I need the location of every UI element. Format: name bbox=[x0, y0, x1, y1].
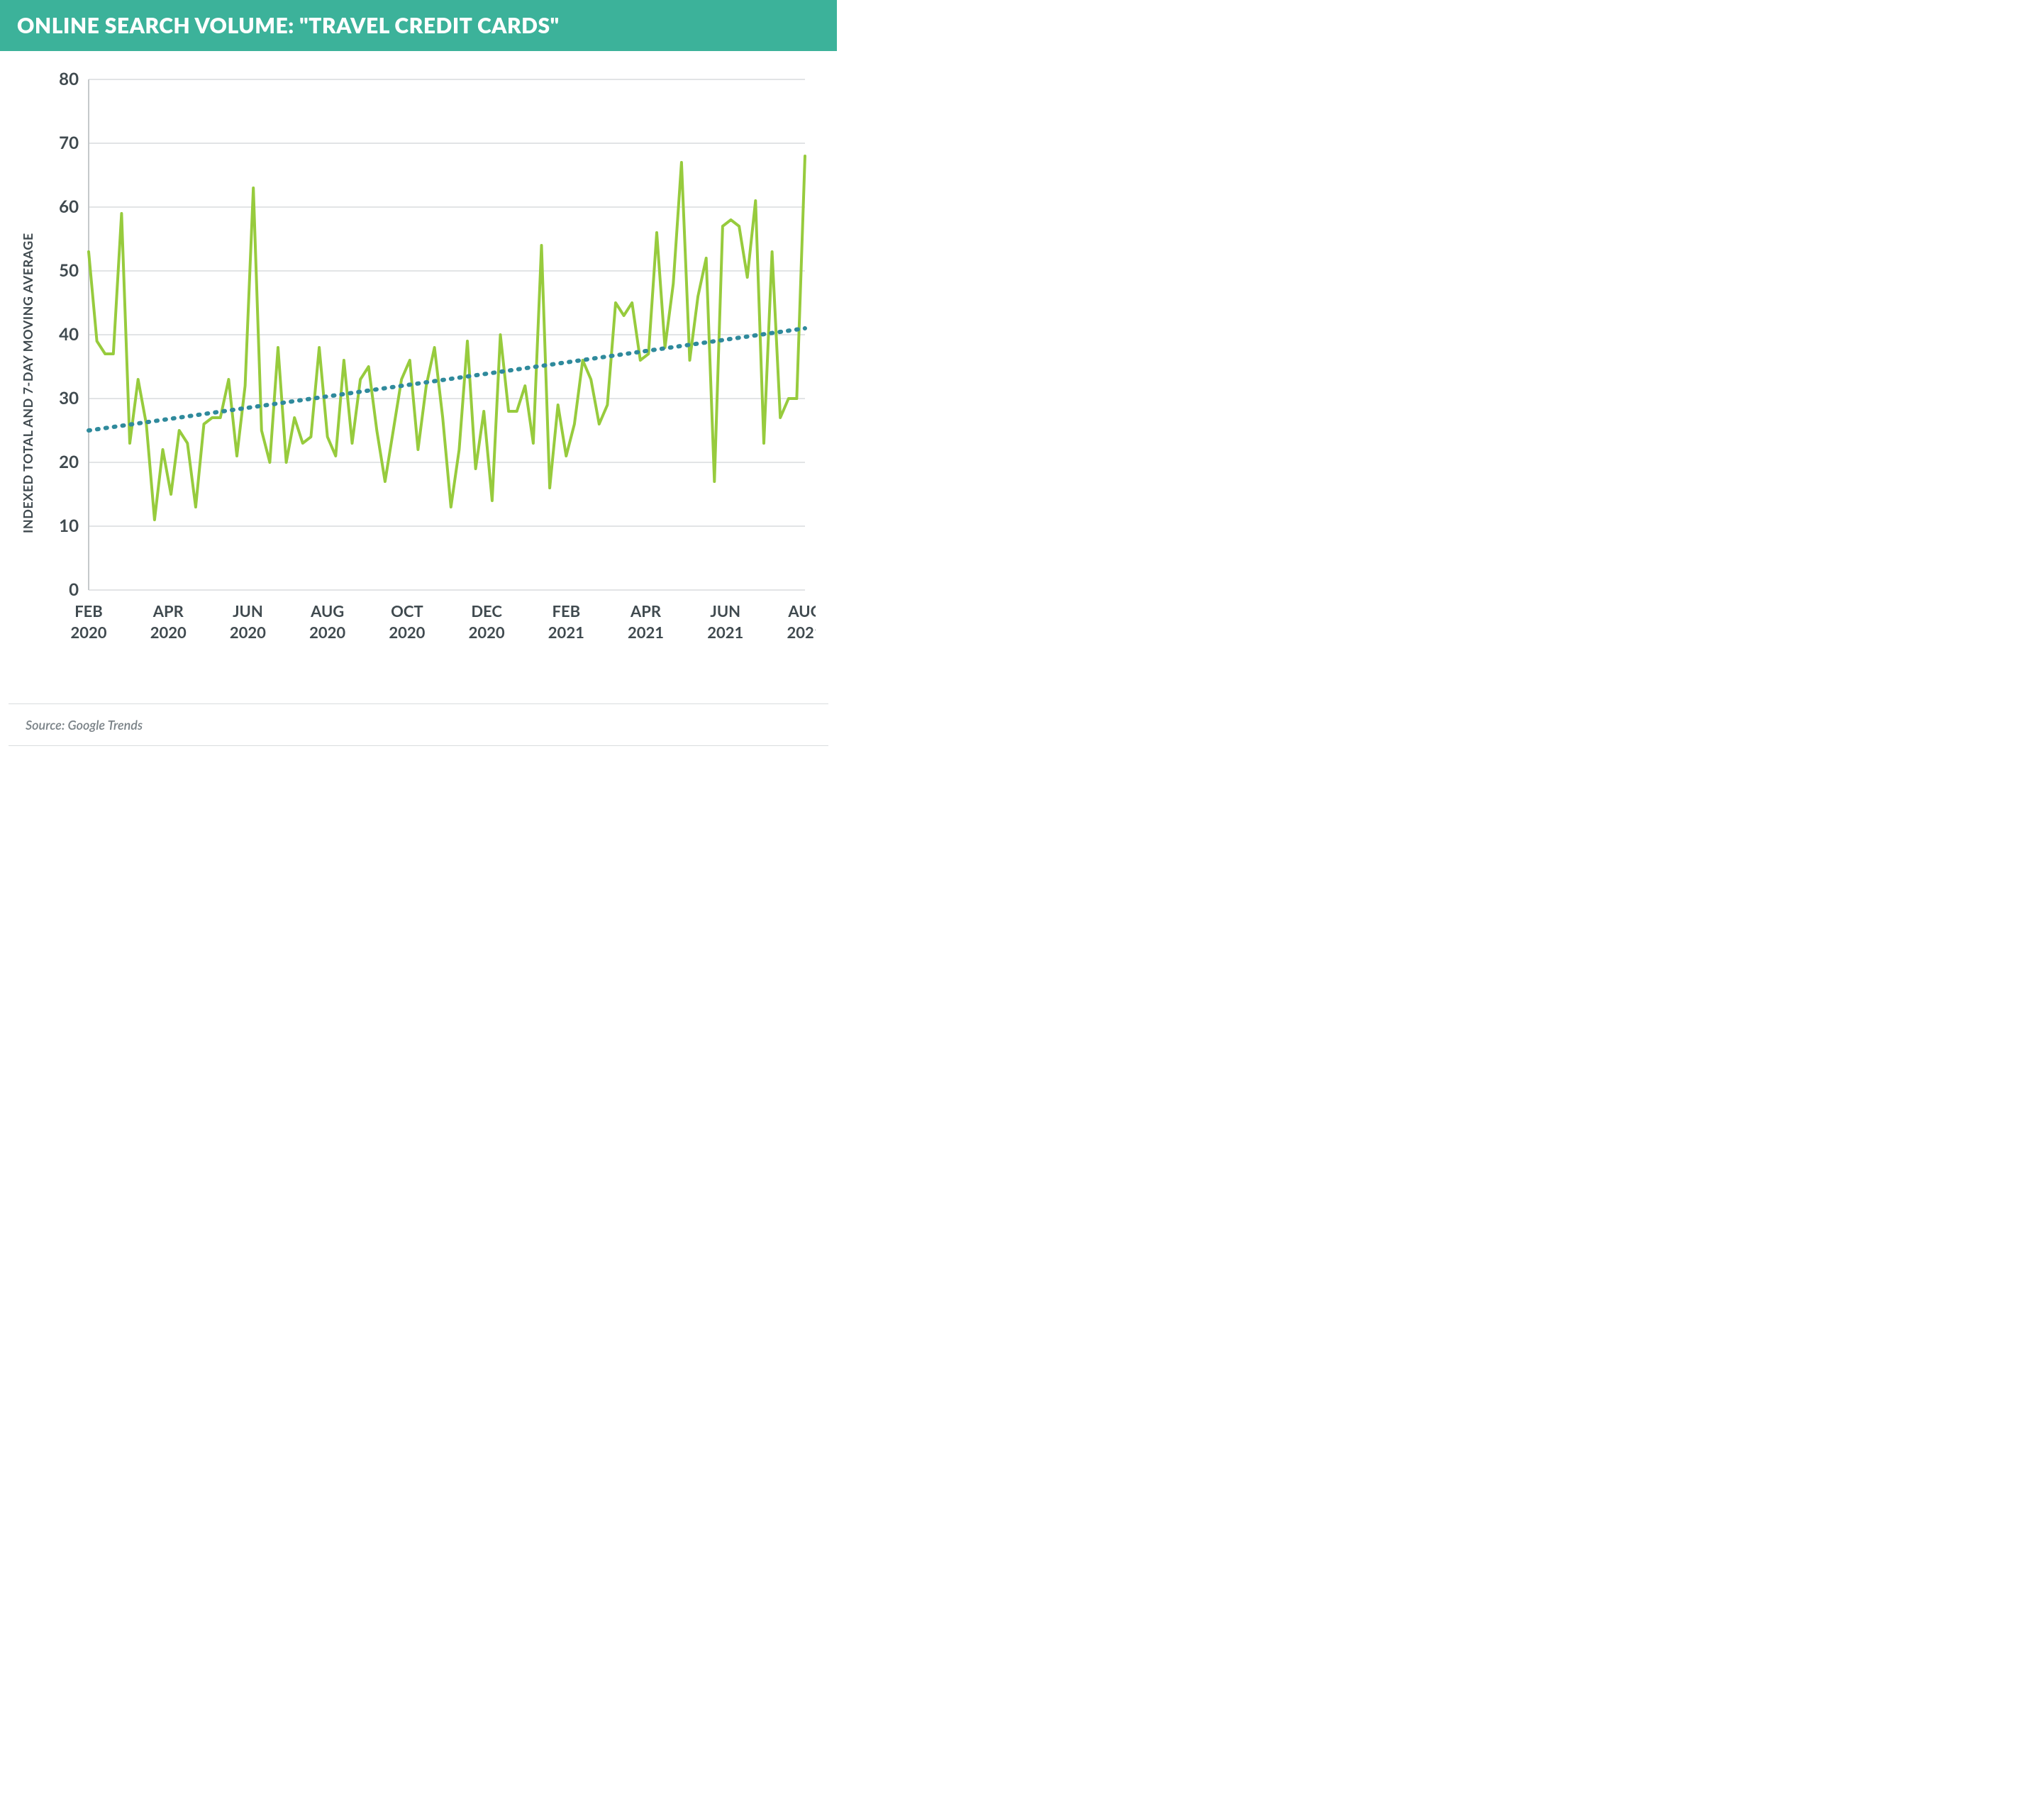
y-tick-label: 20 bbox=[59, 452, 79, 472]
x-tick-label: 2020 bbox=[469, 623, 505, 642]
x-tick-label: 2020 bbox=[230, 623, 266, 642]
x-tick-label: AUG bbox=[310, 601, 344, 621]
chart-container: ONLINE SEARCH VOLUME: "TRAVEL CREDIT CAR… bbox=[0, 0, 837, 746]
chart-area: INDEXED TOTAL AND 7-DAY MOVING AVERAGE 0… bbox=[0, 51, 837, 689]
x-tick-label: 2020 bbox=[70, 623, 106, 642]
source-text: Source: Google Trends bbox=[26, 717, 811, 733]
x-tick-label: 2020 bbox=[309, 623, 345, 642]
y-tick-label: 70 bbox=[59, 133, 79, 153]
y-tick-label: 60 bbox=[59, 196, 79, 217]
y-tick-label: 40 bbox=[59, 324, 79, 345]
y-axis-label: INDEXED TOTAL AND 7-DAY MOVING AVERAGE bbox=[20, 233, 35, 533]
data-line bbox=[89, 156, 805, 520]
x-tick-label: AUG bbox=[787, 601, 816, 621]
x-tick-label: JUN bbox=[710, 601, 740, 621]
y-tick-label: 80 bbox=[59, 69, 79, 89]
x-tick-label: APR bbox=[630, 601, 662, 621]
y-tick-label: 0 bbox=[69, 579, 79, 600]
x-tick-label: 2020 bbox=[389, 623, 425, 642]
footer: Source: Google Trends bbox=[9, 703, 828, 746]
x-tick-label: APR bbox=[152, 601, 184, 621]
y-tick-label: 50 bbox=[59, 260, 79, 281]
x-tick-label: DEC bbox=[471, 601, 502, 621]
trend-line bbox=[89, 328, 805, 430]
x-tick-label: OCT bbox=[391, 601, 423, 621]
x-tick-label: 2021 bbox=[707, 623, 743, 642]
y-tick-label: 10 bbox=[59, 516, 79, 536]
y-tick-label: 30 bbox=[59, 388, 79, 408]
x-tick-label: 2021 bbox=[548, 623, 584, 642]
chart-svg: 0 10 20 30 40 50 60 70 80 FEB 2020 APR 2020 JUN 2020 AU… bbox=[21, 65, 816, 682]
x-tick-label: FEB bbox=[74, 601, 103, 621]
x-tick-label: 2021 bbox=[628, 623, 664, 642]
x-tick-label: FEB bbox=[552, 601, 581, 621]
x-tick-label: 2021 bbox=[787, 623, 816, 642]
x-tick-label: 2020 bbox=[150, 623, 187, 642]
chart-title: ONLINE SEARCH VOLUME: "TRAVEL CREDIT CAR… bbox=[17, 13, 820, 38]
x-tick-label: JUN bbox=[233, 601, 263, 621]
header-bar: ONLINE SEARCH VOLUME: "TRAVEL CREDIT CAR… bbox=[0, 0, 837, 51]
